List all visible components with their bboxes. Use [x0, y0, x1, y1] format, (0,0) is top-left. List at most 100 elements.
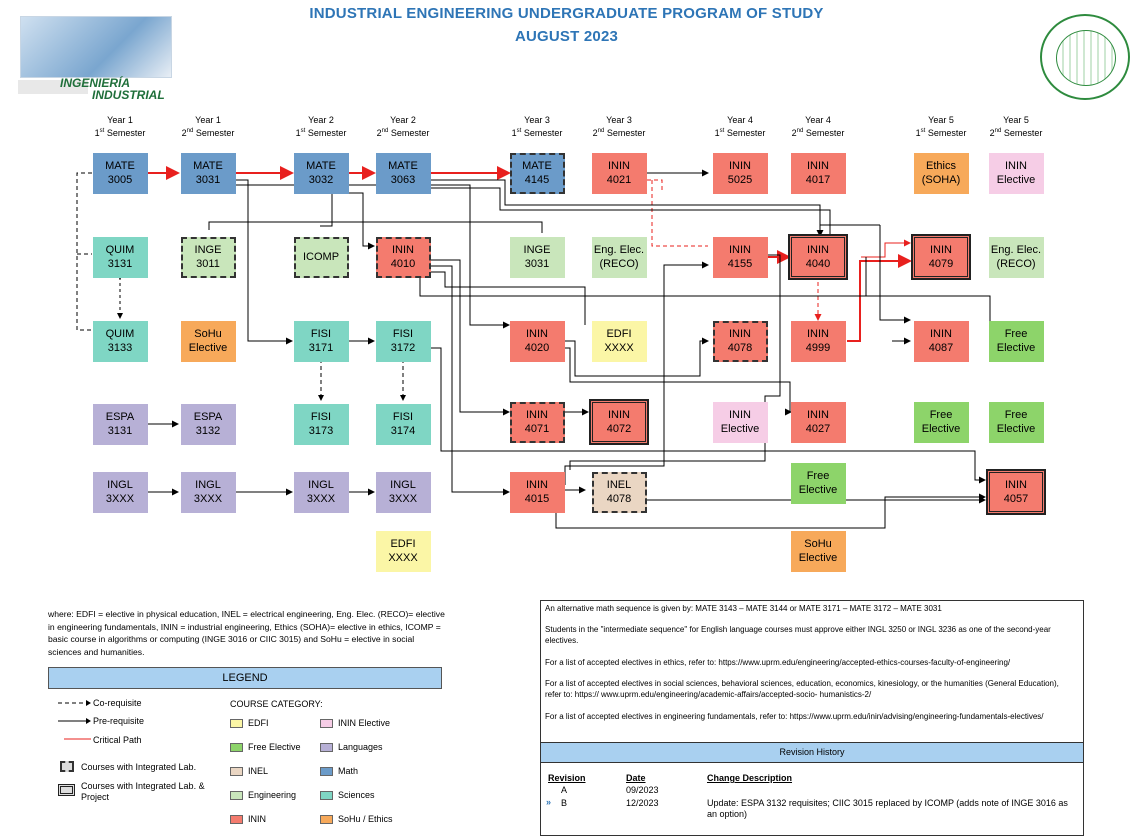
ingenieria-industrial-logo: INGENIERÍA INDUSTRIAL [14, 16, 174, 102]
course-mate3031[interactable]: MATE 3031 [180, 152, 236, 194]
course-subject: Free [929, 409, 953, 421]
rev-a-date: 09/2023 [626, 785, 659, 795]
legend-lab-swatch [60, 761, 74, 772]
semester-number: 1 [714, 128, 720, 138]
semester-suffix: st [300, 128, 306, 134]
course-mate4145[interactable]: MATE 4145 [509, 152, 565, 194]
course-subject: INGE [523, 244, 551, 256]
course-inin4155[interactable]: ININ 4155 [712, 236, 768, 278]
course-number: 4078 [727, 342, 753, 354]
semester-suffix: nd [186, 128, 194, 134]
course-free3[interactable]: Free Elective [988, 401, 1044, 443]
course-mate3005[interactable]: MATE 3005 [92, 152, 148, 194]
note-1: An alternative math sequence is given by… [545, 604, 942, 613]
semester-suffix: nd [796, 128, 804, 134]
course-number: 3031 [195, 174, 221, 186]
semester-year: Year 3 [606, 115, 632, 125]
semester-number: 2 [592, 128, 598, 138]
course-number: 4999 [805, 342, 831, 354]
course-inel4078[interactable]: INEL 4078 [591, 471, 647, 513]
course-inge3031[interactable]: INGE 3031 [509, 236, 565, 278]
course-mate3032[interactable]: MATE 3032 [293, 152, 349, 194]
course-inin4027[interactable]: ININ 4027 [790, 401, 846, 443]
semester-word: Semester [521, 128, 563, 138]
course-inin4040[interactable]: ININ 4040 [789, 235, 847, 279]
legend-category-label: INEL [248, 766, 269, 776]
revision-header: Revision History [541, 742, 1083, 763]
course-sohu2[interactable]: SoHu Elective [790, 530, 846, 572]
course-fisi3174[interactable]: FISI 3174 [375, 403, 431, 445]
course-inin4087[interactable]: ININ 4087 [913, 320, 969, 362]
course-ethics[interactable]: Ethics (SOHA) [913, 152, 969, 194]
course-subject: MATE [388, 160, 418, 172]
course-ininelec1[interactable]: ININ Elective [988, 152, 1044, 194]
course-number: 3005 [107, 174, 133, 186]
legend-line-samples [58, 700, 91, 740]
course-inin5025[interactable]: ININ 5025 [712, 152, 768, 194]
course-number: 4021 [606, 174, 632, 186]
legend-category-label: ININ Elective [338, 718, 391, 728]
course-number: Elective [996, 423, 1036, 435]
course-quim3131[interactable]: QUIM 3131 [92, 236, 148, 278]
course-inin4021[interactable]: ININ 4021 [591, 152, 647, 194]
course-espa3131[interactable]: ESPA 3131 [92, 403, 148, 445]
course-edfi1[interactable]: EDFI XXXX [591, 320, 647, 362]
course-edfi2[interactable]: EDFI XXXX [375, 530, 431, 572]
course-ingl3[interactable]: INGL 3XXX [293, 471, 349, 513]
course-fisi3172[interactable]: FISI 3172 [375, 320, 431, 362]
course-engelec1[interactable]: Eng. Elec. (RECO) [591, 236, 647, 278]
legend-swatch [230, 743, 243, 752]
course-inin4020[interactable]: ININ 4020 [509, 320, 565, 362]
semester-number: 2 [989, 128, 995, 138]
course-ingl4[interactable]: INGL 3XXX [375, 471, 431, 513]
course-free1[interactable]: Free Elective [988, 320, 1044, 362]
course-subject: ININ [807, 244, 829, 256]
course-number: 4071 [524, 423, 550, 435]
rev-b-marker-icon: » [546, 797, 552, 807]
course-fisi3173[interactable]: FISI 3173 [293, 403, 349, 445]
semester-word: Semester [724, 128, 766, 138]
course-engelec2[interactable]: Eng. Elec. (RECO) [988, 236, 1044, 278]
course-ingl1[interactable]: INGL 3XXX [92, 471, 148, 513]
course-inin4999[interactable]: ININ 4999 [790, 320, 846, 362]
prerequisite-lines [76, 166, 1001, 529]
course-inin4015[interactable]: ININ 4015 [509, 471, 565, 513]
course-free2[interactable]: Free Elective [913, 401, 969, 443]
course-inin4079[interactable]: ININ 4079 [912, 235, 970, 279]
semester-year: Year 2 [308, 115, 334, 125]
course-inin4010[interactable]: ININ 4010 [375, 236, 431, 278]
logo-line1: INGENIERÍA [60, 76, 131, 90]
course-fisi3171[interactable]: FISI 3171 [293, 320, 349, 362]
course-inin4057[interactable]: ININ 4057 [987, 470, 1045, 514]
course-sohu1[interactable]: SoHu Elective [180, 320, 236, 362]
rev-col-revision: Revision [548, 773, 586, 783]
course-subject: FISI [392, 328, 414, 340]
course-quim3133[interactable]: QUIM 3133 [92, 320, 148, 362]
note-4: For a list of accepted electives in soci… [545, 679, 1059, 699]
course-inin4017[interactable]: ININ 4017 [790, 152, 846, 194]
course-inin4072[interactable]: ININ 4072 [590, 400, 648, 444]
course-free4[interactable]: Free Elective [790, 462, 846, 504]
rev-b-desc: Update: ESPA 3132 requisites; CIIC 3015 … [707, 798, 1068, 819]
course-subject: ININ [392, 244, 414, 256]
course-espa3132[interactable]: ESPA 3132 [180, 403, 236, 445]
semester-year: Year 5 [1003, 115, 1029, 125]
course-number: Elective [798, 484, 838, 496]
course-inin4078[interactable]: ININ 4078 [712, 320, 768, 362]
course-icomp[interactable]: ICOMP [293, 236, 349, 278]
course-ininelec2[interactable]: ININ Elective [712, 401, 768, 443]
course-subject: MATE [522, 160, 552, 172]
course-subject: INGL [308, 479, 334, 491]
course-ingl2[interactable]: INGL 3XXX [180, 471, 236, 513]
legend-category-label: Math [338, 766, 359, 776]
course-mate3063[interactable]: MATE 3063 [375, 152, 431, 194]
course-subject: ININ [807, 409, 829, 421]
rev-a-id: A [561, 785, 568, 795]
course-subject: QUIM [105, 244, 135, 256]
course-number: Elective [921, 423, 961, 435]
course-inin4071[interactable]: ININ 4071 [509, 401, 565, 443]
notes-box: An alternative math sequence is given by… [540, 600, 1084, 836]
course-inge3011[interactable]: INGE 3011 [180, 236, 236, 278]
course-number: 4015 [524, 493, 550, 505]
course-number: 3032 [308, 174, 334, 186]
